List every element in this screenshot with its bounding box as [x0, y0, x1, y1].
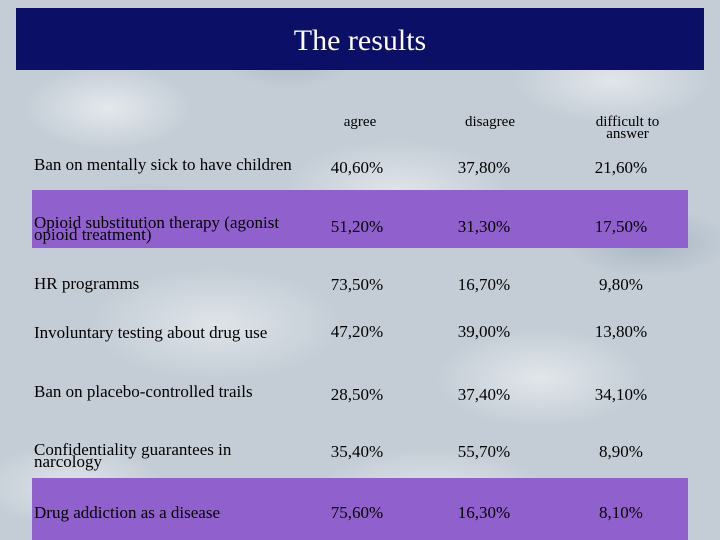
column-header-disagree: disagree	[465, 114, 515, 130]
table-row: Ban on mentally sick to have children 40…	[32, 140, 688, 198]
cell-difficult: 9,80%	[599, 275, 643, 294]
table-row: Involuntary testing about drug use 47,20…	[32, 310, 688, 368]
cell-difficult: 17,50%	[594, 217, 648, 236]
page-title: The results	[293, 24, 427, 57]
table-row: HR programms 73,50% 16,70% 9,80%	[32, 255, 688, 313]
cell-difficult: 8,90%	[599, 442, 643, 461]
cell-difficult: 21,60%	[594, 158, 648, 177]
cell-disagree: 37,80%	[457, 158, 511, 177]
cell-disagree: 16,70%	[457, 275, 511, 294]
title-bar: The results	[16, 8, 704, 70]
cell-difficult: 34,10%	[594, 385, 648, 404]
cell-agree: 28,50%	[330, 385, 384, 404]
cell-disagree: 31,30%	[457, 217, 511, 236]
cell-difficult: 13,80%	[594, 322, 648, 341]
cell-agree: 75,60%	[330, 503, 384, 522]
cell-difficult: 8,10%	[599, 503, 643, 522]
row-label: Ban on placebo-controlled trails	[34, 382, 253, 401]
cell-disagree: 37,40%	[457, 385, 511, 404]
row-label: Involuntary testing about drug use	[34, 323, 268, 342]
cell-agree: 51,20%	[330, 217, 384, 236]
cell-agree: 73,50%	[330, 275, 384, 294]
column-header-agree: agree	[343, 114, 377, 130]
table-row: Opioid substitution therapy (agonist opi…	[32, 190, 688, 248]
row-label: Confidentiality guarantees in narcology	[34, 440, 232, 471]
row-label: Ban on mentally sick to have children	[34, 155, 292, 174]
cell-disagree: 16,30%	[457, 503, 511, 522]
row-label: Drug addiction as a disease	[34, 503, 220, 522]
table-row: Confidentiality guarantees in narcology …	[32, 420, 688, 478]
cell-disagree: 39,00%	[457, 322, 511, 341]
row-label: HR programms	[34, 274, 140, 293]
cell-agree: 35,40%	[330, 442, 384, 461]
table-row: Ban on placebo-controlled trails 28,50% …	[32, 365, 688, 423]
cell-disagree: 55,70%	[457, 442, 511, 461]
table-row: Drug addiction as a disease 75,60% 16,30…	[32, 478, 688, 540]
cell-agree: 40,60%	[330, 158, 384, 177]
row-label: Opioid substitution therapy (agonist opi…	[34, 213, 280, 244]
cell-agree: 47,20%	[330, 322, 384, 341]
column-header-difficult: difficult to answer	[595, 114, 660, 142]
